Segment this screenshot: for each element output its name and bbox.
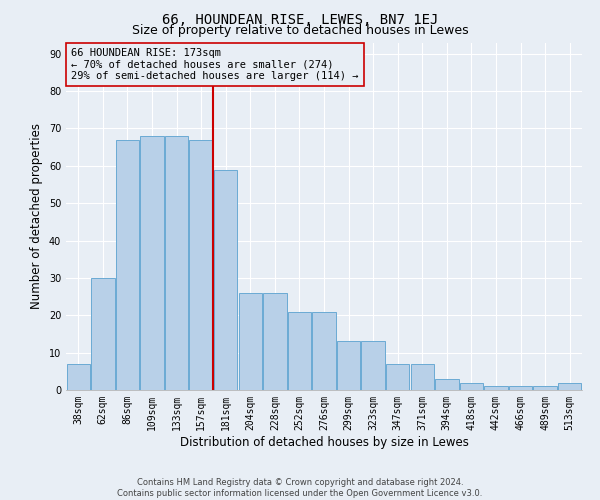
Text: 66 HOUNDEAN RISE: 173sqm
← 70% of detached houses are smaller (274)
29% of semi-: 66 HOUNDEAN RISE: 173sqm ← 70% of detach… (71, 48, 359, 81)
Bar (313, 312, 335, 390)
Bar (337, 342, 360, 390)
Bar (460, 382, 483, 390)
Bar (410, 364, 434, 390)
Bar (435, 379, 458, 390)
Bar (67, 364, 90, 390)
Text: Size of property relative to detached houses in Lewes: Size of property relative to detached ho… (131, 24, 469, 37)
Text: Contains HM Land Registry data © Crown copyright and database right 2024.
Contai: Contains HM Land Registry data © Crown c… (118, 478, 482, 498)
Bar (558, 382, 581, 390)
Bar (533, 386, 557, 390)
X-axis label: Distribution of detached houses by size in Lewes: Distribution of detached houses by size … (179, 436, 469, 448)
Text: 66, HOUNDEAN RISE, LEWES, BN7 1EJ: 66, HOUNDEAN RISE, LEWES, BN7 1EJ (162, 12, 438, 26)
Y-axis label: Number of detached properties: Number of detached properties (30, 123, 43, 309)
Bar (239, 293, 262, 390)
Bar (140, 136, 164, 390)
Bar (509, 386, 532, 390)
Bar (165, 136, 188, 390)
Bar (361, 342, 385, 390)
Bar (288, 312, 311, 390)
Bar (386, 364, 409, 390)
Bar (263, 293, 287, 390)
Bar (190, 140, 213, 390)
Bar (214, 170, 238, 390)
Bar (484, 386, 508, 390)
Bar (116, 140, 139, 390)
Bar (91, 278, 115, 390)
